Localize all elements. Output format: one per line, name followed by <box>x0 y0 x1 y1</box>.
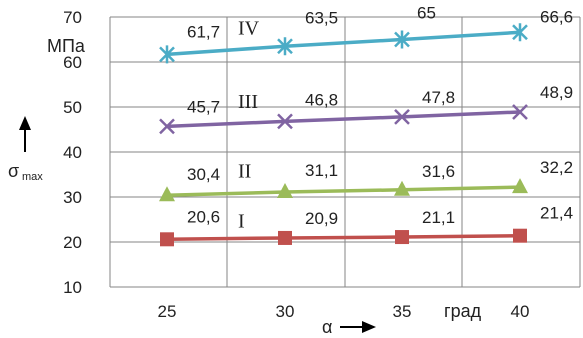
data-label-iv: 65 <box>417 4 436 23</box>
series-line-iv <box>166 30 521 57</box>
data-point-ii <box>277 183 293 199</box>
y-tick-label: 60 <box>63 53 82 72</box>
y-axis-symbol: σ <box>8 161 19 181</box>
x-unit-label: град <box>444 301 482 321</box>
data-point-ii <box>159 186 175 202</box>
data-label-iv: 61,7 <box>187 22 220 41</box>
x-tick-label: 30 <box>276 302 295 321</box>
data-label-ii: 31,1 <box>305 161 338 180</box>
data-label-iv: 63,5 <box>305 8 338 27</box>
series-line-iii <box>166 110 521 129</box>
data-point-iv <box>277 37 293 56</box>
grid <box>109 16 581 288</box>
x-axis-symbol: α <box>322 317 332 337</box>
y-tick-label: 70 <box>63 8 82 27</box>
series-group <box>159 23 528 247</box>
y-arrow-head <box>19 116 31 130</box>
data-label-iii: 46,8 <box>305 90 338 109</box>
y-unit-label: МПа <box>47 36 86 56</box>
x-tick-label: 35 <box>393 302 412 321</box>
data-point-i <box>278 230 292 245</box>
data-label-iii: 45,7 <box>187 97 220 116</box>
data-point-iii <box>277 113 293 130</box>
data-label-iii: 47,8 <box>422 88 455 107</box>
x-arrow-head <box>362 321 376 333</box>
data-labels: 20,6 20,9 21,1 21,4 I 30,4 31,1 31,6 32,2 II 45,7 4… <box>187 4 573 233</box>
data-label-iv: 66,6 <box>540 7 573 26</box>
data-point-i <box>395 230 409 245</box>
series-label-iv: IV <box>238 17 260 39</box>
series-label-iii: III <box>238 91 258 113</box>
series-line-ii <box>166 185 521 197</box>
y-tick-label: 50 <box>63 98 82 117</box>
data-point-iv <box>512 23 528 42</box>
data-label-i: 20,9 <box>305 209 338 228</box>
y-tick-label: 20 <box>63 233 82 252</box>
data-label-i: 21,1 <box>422 208 455 227</box>
x-tick-labels: 25 30 35 40 <box>158 302 530 321</box>
data-label-i: 21,4 <box>540 204 573 223</box>
y-tick-label: 10 <box>63 278 82 297</box>
data-point-i <box>160 232 174 247</box>
y-tick-labels: 10 20 30 40 50 60 70 <box>63 8 82 297</box>
y-axis-label: σ max <box>8 116 43 183</box>
x-tick-label: 40 <box>511 302 530 321</box>
data-label-i: 20,6 <box>187 207 220 226</box>
data-point-iii <box>394 109 410 125</box>
data-point-iii <box>159 118 175 135</box>
y-tick-label: 40 <box>63 143 82 162</box>
data-label-ii: 31,6 <box>422 162 455 181</box>
data-point-ii <box>394 180 410 196</box>
data-point-ii <box>512 178 528 194</box>
data-point-i <box>513 228 527 243</box>
data-label-ii: 32,2 <box>540 158 573 177</box>
y-axis-subscript: max <box>22 171 43 183</box>
series-line-i <box>166 233 521 242</box>
y-tick-label: 30 <box>63 188 82 207</box>
data-point-iv <box>159 45 175 64</box>
data-point-iii <box>512 104 528 120</box>
series-label-ii: II <box>238 161 251 183</box>
series-label-i: I <box>238 211 245 233</box>
data-label-iii: 48,9 <box>540 83 573 102</box>
x-tick-label: 25 <box>158 302 177 321</box>
x-axis-label: α <box>322 317 376 337</box>
data-label-ii: 30,4 <box>187 165 220 184</box>
data-point-iv <box>394 30 410 49</box>
